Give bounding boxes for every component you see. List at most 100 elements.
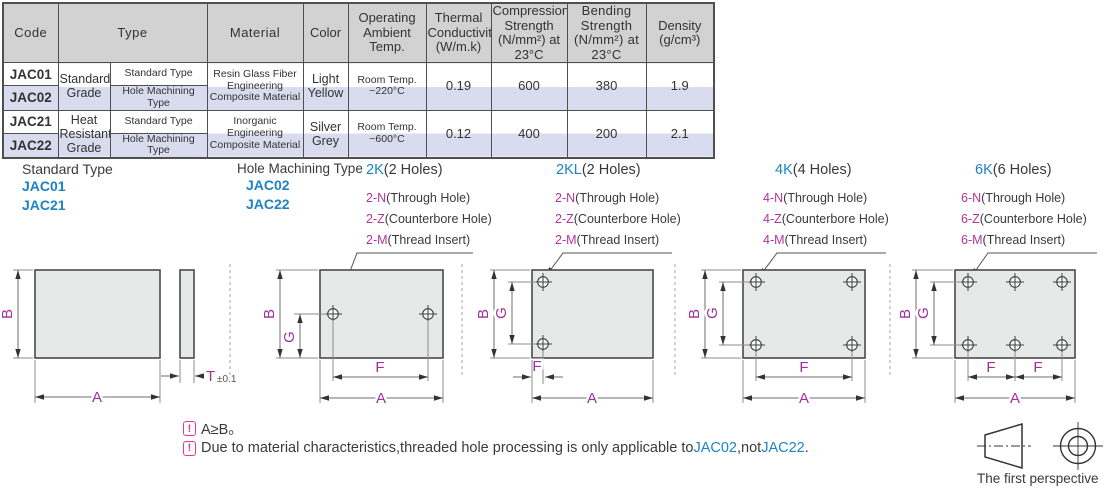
thermal-cell: 0.19 xyxy=(425,62,492,111)
2kl-suffix: (2 Holes) xyxy=(581,162,641,178)
hole-prefix: 2-Z xyxy=(555,212,574,226)
dim-B: B xyxy=(895,269,953,359)
title-2k: 2K(2 Holes) xyxy=(366,162,443,178)
dim-label-f: F xyxy=(375,359,384,376)
leader-line xyxy=(970,252,1097,278)
note-material: ! Due to material characteristics,thread… xyxy=(183,440,809,456)
note-sep: ,not xyxy=(737,440,762,456)
dim-F: F xyxy=(513,351,563,384)
dim-G: G xyxy=(913,281,961,346)
dim-G: G xyxy=(279,313,326,358)
drawing-6k: B G F F A xyxy=(895,252,1097,410)
4k-suffix: (4 Holes) xyxy=(792,162,852,178)
warning-icon: ! xyxy=(183,421,196,436)
dim-label-f: F xyxy=(532,358,541,375)
dim-B: B xyxy=(684,269,741,359)
header-code: Code xyxy=(2,2,59,64)
list-item: 6-N(Through Hole) xyxy=(961,188,1087,209)
header-operating-temp: Operating Ambient Temp. xyxy=(347,2,427,64)
holes-list-6k: 6-N(Through Hole) 6-Z(Counterbore Hole) … xyxy=(961,188,1087,251)
dim-label-g: G xyxy=(281,331,298,343)
2k-code: 2K xyxy=(366,162,384,178)
list-item: 2-N(Through Hole) xyxy=(366,188,492,209)
hole-text: (Thread Insert) xyxy=(576,233,660,247)
list-item: 4-M(Thread Insert) xyxy=(763,230,889,251)
dim-label-b: B xyxy=(686,309,703,319)
dim-A: A xyxy=(531,360,654,410)
code-cell: JAC21 xyxy=(2,109,59,134)
dim-label-f: F xyxy=(1033,359,1042,376)
cone-side-view-icon xyxy=(984,422,1023,470)
title-4k: 4K(4 Holes) xyxy=(775,162,852,178)
dim-F: F xyxy=(332,321,429,381)
drawing-4k: B G F A xyxy=(684,252,886,410)
list-item: 4-N(Through Hole) xyxy=(763,188,889,209)
note-text: Due to material characteristics,threaded… xyxy=(201,440,694,456)
hole-text: (Through Hole) xyxy=(981,191,1066,205)
drawing-2k: B G F A xyxy=(259,252,473,410)
2kl-code: 2KL xyxy=(556,162,582,178)
hole-machining-title: Hole Machining Type xyxy=(237,161,363,176)
dim-label-g: G xyxy=(493,307,510,319)
code-cell: JAC02 xyxy=(2,85,59,111)
dim-label-a: A xyxy=(376,390,386,407)
hole-prefix: 2-M xyxy=(366,233,388,247)
hole-text: (Counterbore Hole) xyxy=(384,212,492,226)
header-compression-strength: Compression Strength (N/mm²) at 23°C xyxy=(490,2,568,64)
cone-front-view-icon xyxy=(1053,422,1103,470)
dim-label-b: B xyxy=(475,309,492,319)
hole-text: (Through Hole) xyxy=(783,191,868,205)
standard-code-1: JAC01 xyxy=(22,178,66,194)
dim-B: B xyxy=(0,269,33,359)
spec-table: Code Type Material Color Operating Ambie… xyxy=(2,2,715,160)
temp-line2: ~600°C xyxy=(369,132,405,145)
dim-B: B xyxy=(259,269,318,359)
type-cell: Hole Machining Type xyxy=(109,85,208,111)
6k-code: 6K xyxy=(975,162,993,178)
list-item: 4-Z(Counterbore Hole) xyxy=(763,209,889,230)
code-cell: JAC22 xyxy=(2,132,59,159)
note-a-geq-b: ! A≥B。 xyxy=(183,418,243,439)
temp-line1: Room Temp. xyxy=(357,73,417,86)
dim-label-f: F xyxy=(986,359,995,376)
dim-G: G xyxy=(702,281,749,346)
hole-prefix: 4-M xyxy=(763,233,785,247)
holes-list-2kl: 2-N(Through Hole) 2-Z(Counterbore Hole) … xyxy=(555,188,681,251)
bending-cell: 380 xyxy=(566,62,647,111)
hole-prefix: 2-N xyxy=(555,191,576,205)
hole-text: (Thread Insert) xyxy=(387,233,471,247)
holes-list-4k: 4-N(Through Hole) 4-Z(Counterbore Hole) … xyxy=(763,188,889,251)
type-cell: Standard Type xyxy=(109,62,208,87)
color-cell: Silver Grey xyxy=(302,109,349,159)
dim-label-a: A xyxy=(1010,390,1020,407)
list-item: 2-Z(Counterbore Hole) xyxy=(555,209,681,230)
density-cell: 1.9 xyxy=(645,62,715,111)
hole-text: (Counterbore Hole) xyxy=(781,212,889,226)
section-hole-machining-type: Hole Machining Type JAC02 JAC22 xyxy=(237,161,363,214)
perspective-caption: The first perspective xyxy=(977,471,1099,486)
dim-label-a: A xyxy=(587,390,597,407)
dim-F: F xyxy=(755,352,853,381)
section-standard-type: Standard Type JAC01 JAC21 xyxy=(22,161,113,215)
dim-G: G xyxy=(491,281,536,345)
dim-label-tolerance: ±0.1 xyxy=(217,374,237,385)
temp-cell: Room Temp. ~600°C xyxy=(347,109,427,159)
dim-A: A xyxy=(319,360,444,410)
list-item: 2-N(Through Hole) xyxy=(555,188,681,209)
list-item: 2-M(Thread Insert) xyxy=(366,230,492,251)
hole-prefix: 2-N xyxy=(366,191,387,205)
hole-text: (Thread Insert) xyxy=(784,233,868,247)
header-type: Type xyxy=(57,2,208,64)
temp-cell: Room Temp. ~220°C xyxy=(347,62,427,111)
hole-machining-code-1: JAC02 xyxy=(246,177,290,193)
density-cell: 2.1 xyxy=(645,109,715,159)
title-6k: 6K(6 Holes) xyxy=(975,162,1052,178)
list-item: 2-M(Thread Insert) xyxy=(555,230,681,251)
hole-text: (Counterbore Hole) xyxy=(979,212,1087,226)
list-item: 6-M(Thread Insert) xyxy=(961,230,1087,251)
dim-label-a: A xyxy=(92,389,102,406)
technical-drawings: B A T ±0.1 xyxy=(0,252,1097,410)
leader-line xyxy=(545,252,672,277)
header-bending-strength: Bending Strength (N/mm²) at 23°C xyxy=(566,2,647,64)
type-cell: Hole Machining Type xyxy=(109,132,208,159)
